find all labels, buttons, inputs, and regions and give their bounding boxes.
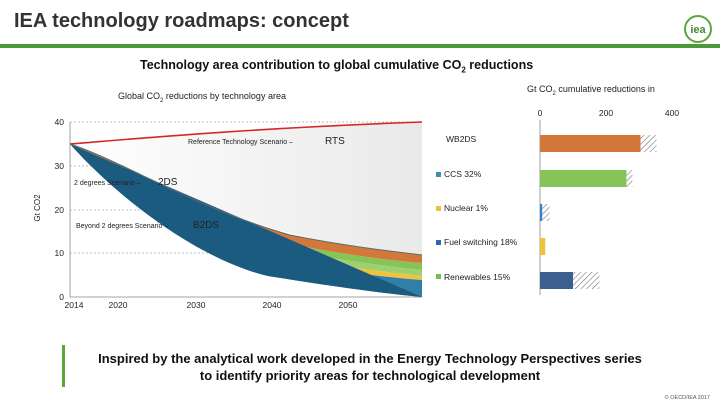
copyright: © OECD/IEA 2017 xyxy=(664,395,710,401)
rts-gap-area xyxy=(70,122,422,255)
right-x-tick: 0 xyxy=(538,108,543,118)
title-rule xyxy=(0,44,720,48)
2ds-label: 2 degrees Scenario – xyxy=(74,180,141,187)
b2ds-label: Beyond 2 degrees Scenario – xyxy=(76,223,168,230)
x-tick-label: 2014 xyxy=(65,300,84,310)
legend-fuel-switching: Fuel switching 18% xyxy=(444,237,518,247)
x-tick-label: 2050 xyxy=(339,300,358,310)
iea-logo-icon: iea xyxy=(684,15,712,43)
rts-label: Reference Technology Scenario – xyxy=(188,139,293,146)
rts-line xyxy=(69,121,423,145)
y-tick-label: 20 xyxy=(55,205,65,215)
right-x-tick: 400 xyxy=(665,108,679,118)
right-bars xyxy=(540,135,657,289)
legend-swatch xyxy=(436,240,441,245)
legend-wb2ds: WB2DS xyxy=(446,134,477,144)
right-x-tick: 200 xyxy=(599,108,613,118)
y-tick-label: 10 xyxy=(55,248,65,258)
footer-caption-line-2: to identify priority areas for technolog… xyxy=(199,368,541,383)
right-chart-header: Gt CO2 cumulative reductions in xyxy=(527,84,655,97)
bar-2ds-ccs xyxy=(540,272,573,289)
bar-wb2ds-fuel-switching xyxy=(542,204,550,221)
x-tick-label: 2040 xyxy=(263,300,282,310)
iea-logo-text: iea xyxy=(690,24,706,36)
charts-area: 40 30 20 10 0 Gt CO2 2014 2020 2030 2040… xyxy=(33,108,679,310)
x-tick-label: 2020 xyxy=(109,300,128,310)
left-y-axis-label: Gt CO2 xyxy=(33,194,42,222)
2ds-line xyxy=(69,143,423,256)
legend-renewables: Renewables 15% xyxy=(444,272,511,282)
slide-title: IEA technology roadmaps: concept xyxy=(14,10,349,32)
2ds-tag: 2DS xyxy=(158,177,178,188)
b2ds-tag: B2DS xyxy=(193,220,219,231)
footer-accent-bar xyxy=(62,345,65,387)
legend-nuclear: Nuclear 1% xyxy=(444,203,488,213)
y-tick-label: 0 xyxy=(59,292,64,302)
left-chart-header: Global CO2 reductions by technology area xyxy=(118,91,286,104)
chart-subtitle: Technology area contribution to global c… xyxy=(140,58,534,75)
wedge-efficiency xyxy=(70,144,422,263)
footer-caption-line-1: Inspired by the analytical work develope… xyxy=(98,351,642,366)
legend-ccs: CCS 32% xyxy=(444,169,482,179)
x-tick-label: 2030 xyxy=(187,300,206,310)
legend-swatch xyxy=(436,172,441,177)
footer-caption: Inspired by the analytical work develope… xyxy=(70,350,670,384)
y-tick-label: 30 xyxy=(55,161,65,171)
y-tick-label: 40 xyxy=(55,117,65,127)
bar-wb2ds-ccs xyxy=(573,272,600,289)
bar-2ds-efficiency xyxy=(540,135,641,152)
bar-wb2ds-efficiency xyxy=(640,135,657,152)
bar-2ds-nuclear xyxy=(540,238,546,255)
rts-tag: RTS xyxy=(325,136,345,147)
bar-2ds-fuel-switching xyxy=(540,204,543,221)
legend-swatch xyxy=(436,206,441,211)
legend-swatch xyxy=(436,274,441,279)
bar-2ds-renewables xyxy=(540,170,627,187)
bar-wb2ds-renewables xyxy=(626,170,633,187)
